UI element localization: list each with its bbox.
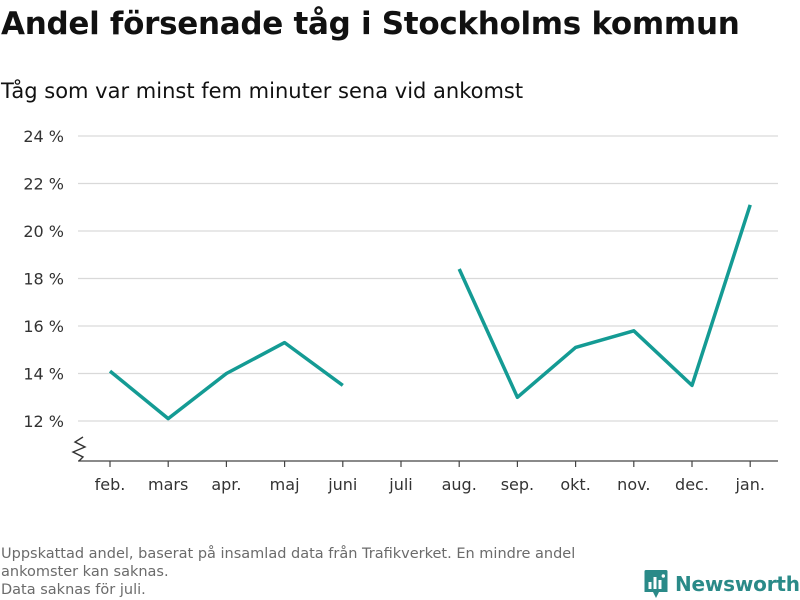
y-tick-label: 22 %: [23, 175, 64, 194]
chart-title: Andel försenade tåg i Stockholms kommun: [1, 6, 740, 42]
x-tick-label: juli: [388, 475, 412, 494]
x-tick-label: okt.: [560, 475, 590, 494]
x-tick-label: jan.: [734, 475, 764, 494]
x-tick-label: sep.: [501, 475, 534, 494]
footer-note: Uppskattad andel, baserat på insamlad da…: [1, 545, 641, 599]
line-chart: 12 % 14 % 16 % 18 % 20 % 22 % 24 % feb. mars apr…: [23, 127, 778, 494]
x-axis: [71, 436, 778, 462]
x-axis-ticks: feb. mars apr. maj juni juli aug. sep. okt. nov. d…: [95, 461, 765, 494]
y-tick-label: 20 %: [23, 222, 64, 241]
x-tick-label: apr.: [211, 475, 241, 494]
y-tick-label: 12 %: [23, 412, 64, 431]
y-tick-label: 14 %: [23, 365, 64, 384]
y-axis-ticks: 12 % 14 % 16 % 18 % 20 % 22 % 24 %: [23, 127, 64, 431]
brand-logo: Newsworthy: [644, 569, 800, 599]
brand-name: Newsworthy: [675, 572, 800, 596]
x-tick-label: mars: [148, 475, 188, 494]
footer-note-line: Data saknas för juli.: [1, 582, 146, 598]
x-tick-label: juni: [327, 475, 357, 494]
footer-note-line: Uppskattad andel, baserat på insamlad da…: [1, 546, 576, 562]
newsworthy-logo-icon: [644, 570, 668, 598]
x-tick-label: nov.: [617, 475, 650, 494]
x-tick-label: feb.: [95, 475, 126, 494]
y-tick-label: 16 %: [23, 317, 64, 336]
footer-note-line: ankomster kan saknas.: [1, 564, 169, 580]
series-line-segment: [457, 204, 752, 400]
x-tick-label: aug.: [442, 475, 477, 494]
x-tick-label: dec.: [675, 475, 709, 494]
y-tick-label: 24 %: [23, 127, 64, 146]
x-tick-label: maj: [270, 475, 300, 494]
y-tick-label: 18 %: [23, 270, 64, 289]
grid-lines: [78, 135, 778, 422]
axis-break-icon: [71, 436, 87, 462]
chart-subtitle: Tåg som var minst fem minuter sena vid a…: [1, 79, 524, 103]
series-lines: [108, 204, 752, 421]
series-line-segment: [108, 340, 344, 421]
